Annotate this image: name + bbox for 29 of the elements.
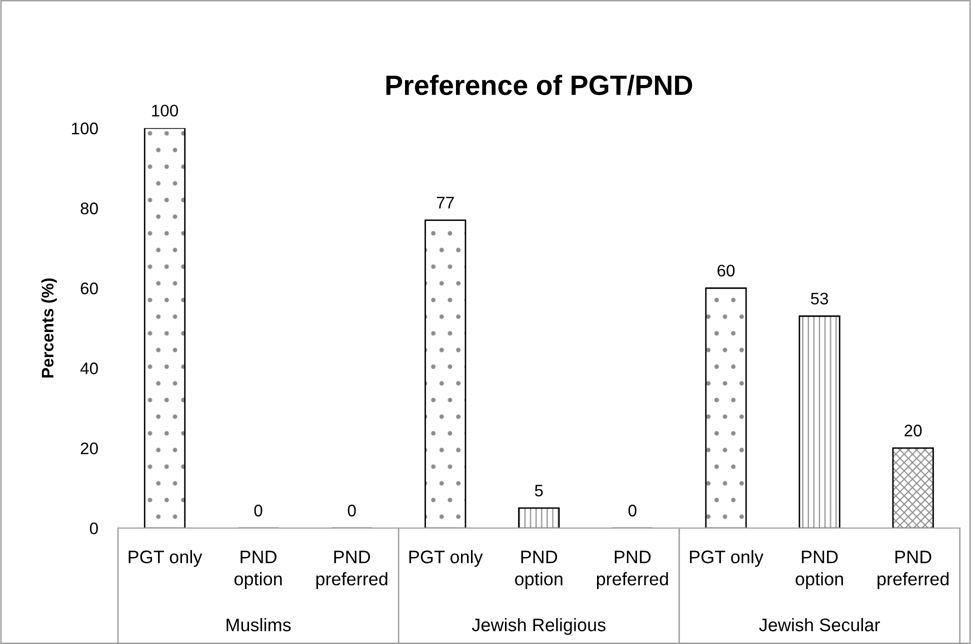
y-tick-label: 40 <box>80 362 98 374</box>
series-label: PND preferred <box>316 550 388 589</box>
text: PGT only <box>409 550 483 567</box>
x-tick-label: Jewish Secular <box>759 618 880 632</box>
series-label: PND option <box>515 550 562 589</box>
text: PND preferred <box>596 550 668 589</box>
x-tick-label: Muslims <box>226 618 291 632</box>
text: PND option <box>796 550 843 589</box>
text: PND preferred <box>878 550 949 589</box>
data-label: 5 <box>534 484 543 496</box>
data-label: 0 <box>628 504 636 516</box>
chart-title: Preference of PGT/PND <box>386 74 692 96</box>
y-tick-label: 80 <box>80 202 98 214</box>
y-tick-label: 60 <box>80 282 98 294</box>
x-tick-label: Jewish Religious <box>472 618 606 635</box>
data-label: 0 <box>348 504 356 516</box>
text: PGT only <box>690 550 764 567</box>
data-label: 0 <box>254 504 262 516</box>
data-label: 53 <box>810 292 828 304</box>
data-label: 100 <box>152 104 178 117</box>
text: PND option <box>234 550 282 589</box>
y-tick-label: 20 <box>80 442 98 454</box>
series-label: PGT only <box>128 550 202 567</box>
data-label: 60 <box>718 264 735 276</box>
data-label: 20 <box>904 424 922 436</box>
y-axis-title: Percents (%) <box>41 278 57 378</box>
y-tick-label: 0 <box>90 522 98 534</box>
y-tick-label: 100 <box>72 122 98 134</box>
data-label: 77 <box>436 196 454 208</box>
